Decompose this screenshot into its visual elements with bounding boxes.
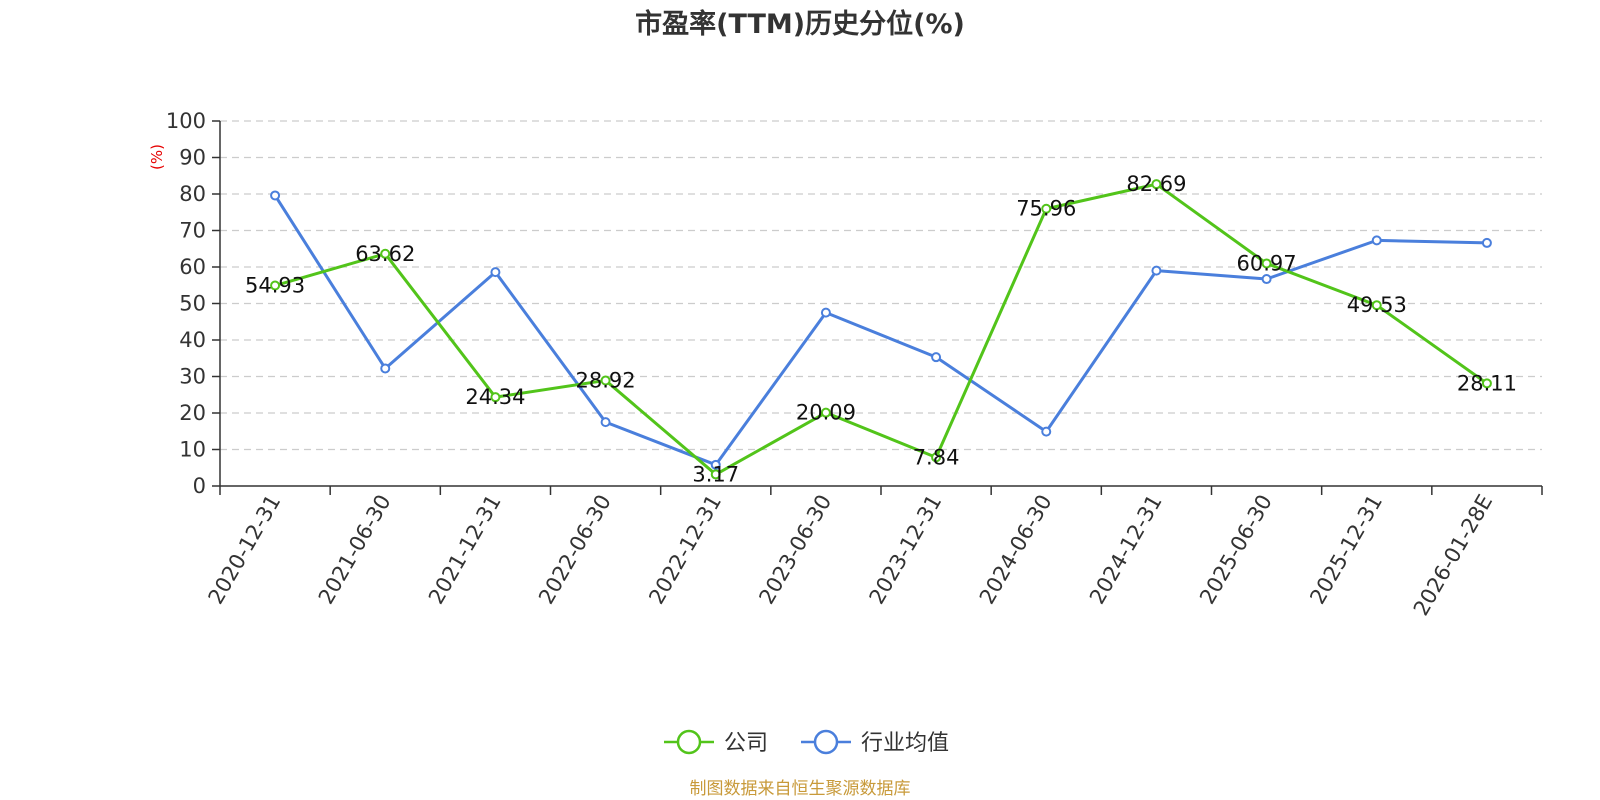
legend-label: 行业均值 — [861, 731, 949, 756]
data-point[interactable] — [710, 459, 721, 470]
legend-swatch-marker — [813, 729, 839, 755]
data-point[interactable] — [380, 248, 391, 259]
legend-label: 公司 — [724, 731, 768, 756]
y-tick-label: 100 — [166, 109, 206, 133]
data-point[interactable] — [931, 352, 942, 363]
y-tick-label: 80 — [179, 182, 206, 206]
data-point[interactable] — [490, 392, 501, 403]
data-label: 20.09 — [796, 401, 856, 425]
legend-item-1[interactable]: 行业均值 — [801, 729, 949, 756]
y-tick-label: 0 — [193, 474, 206, 498]
x-tick-label: 2022-12-31 — [644, 491, 726, 609]
data-label: 54.93 — [245, 274, 305, 298]
y-tick-label: 20 — [179, 401, 206, 425]
y-axis-label: (%) — [148, 144, 166, 170]
x-tick-label: 2020-12-31 — [204, 491, 286, 609]
data-label: 63.62 — [355, 242, 415, 266]
data-point[interactable] — [1151, 265, 1162, 276]
data-point[interactable] — [1481, 237, 1492, 248]
data-point[interactable] — [490, 267, 501, 278]
data-label: 49.53 — [1347, 293, 1407, 317]
data-point[interactable] — [710, 469, 721, 480]
series-line-1 — [273, 193, 1489, 467]
legend-item-0[interactable]: 公司 — [664, 729, 768, 756]
data-point[interactable] — [820, 407, 831, 418]
gridlines — [220, 120, 1542, 451]
x-tick-label: 2023-06-30 — [754, 491, 836, 609]
data-point[interactable] — [1371, 300, 1382, 311]
x-tick-label: 2021-06-30 — [314, 491, 396, 609]
data-point[interactable] — [1041, 203, 1052, 214]
data-point[interactable] — [270, 190, 281, 201]
data-point[interactable] — [1371, 235, 1382, 246]
data-label: 24.34 — [465, 385, 525, 409]
chart-title: 市盈率(TTM)历史分位(%) — [635, 8, 965, 40]
y-tick-label: 60 — [179, 255, 206, 279]
data-label: 3.17 — [692, 462, 739, 486]
data-label: 75.96 — [1016, 197, 1076, 221]
x-tick-label: 2022-06-30 — [534, 491, 616, 609]
y-tick-label: 90 — [179, 146, 206, 170]
y-tick-labels: 0 10 20 30 40 50 60 70 80 90 100 — [166, 109, 206, 498]
axes — [212, 120, 1543, 495]
source-note: 制图数据来自恒生聚源数据库 — [690, 779, 911, 799]
y-tick-label: 70 — [179, 219, 206, 243]
data-label: 82.69 — [1126, 172, 1186, 196]
y-tick-label: 10 — [179, 438, 206, 462]
data-point[interactable] — [931, 452, 942, 463]
series-line-0 — [273, 182, 1489, 476]
data-label: 60.97 — [1237, 251, 1297, 275]
data-point[interactable] — [600, 375, 611, 386]
data-point[interactable] — [380, 363, 391, 374]
y-tick-label: 30 — [179, 365, 206, 389]
series — [270, 179, 1492, 480]
data-point[interactable] — [1261, 258, 1272, 269]
data-label: 28.11 — [1457, 371, 1517, 395]
legend-swatch-marker — [676, 729, 702, 755]
x-tick-label: 2024-06-30 — [975, 491, 1057, 609]
x-tick-label: 2025-06-30 — [1195, 491, 1277, 609]
y-tick-label: 50 — [179, 292, 206, 316]
data-label: 7.84 — [913, 445, 960, 469]
x-tick-label: 2021-12-31 — [424, 490, 506, 608]
x-tick-labels: 2020-12-31 2021-06-30 2021-12-31 2022-06-30… — [204, 490, 1498, 619]
data-point[interactable] — [270, 280, 281, 291]
y-tick-label: 40 — [179, 328, 206, 352]
x-tick-label: 2025-12-31 — [1305, 491, 1387, 609]
data-point[interactable] — [1151, 179, 1162, 190]
legend[interactable]: 公司 行业均值 — [664, 729, 949, 756]
data-label: 28.92 — [576, 368, 636, 392]
data-point[interactable] — [820, 307, 831, 318]
x-tick-label: 2024-12-31 — [1085, 491, 1167, 609]
data-point[interactable] — [1041, 426, 1052, 437]
data-labels: 54.93 63.62 24.34 28.92 3.17 20.09 7.84 75.96 82… — [245, 172, 1517, 486]
data-point[interactable] — [1261, 274, 1272, 285]
data-point[interactable] — [600, 417, 611, 428]
data-point[interactable] — [1481, 378, 1492, 389]
x-tick-label: 2026-01-28E — [1409, 491, 1497, 620]
x-tick-label: 2023-12-31 — [865, 490, 947, 608]
